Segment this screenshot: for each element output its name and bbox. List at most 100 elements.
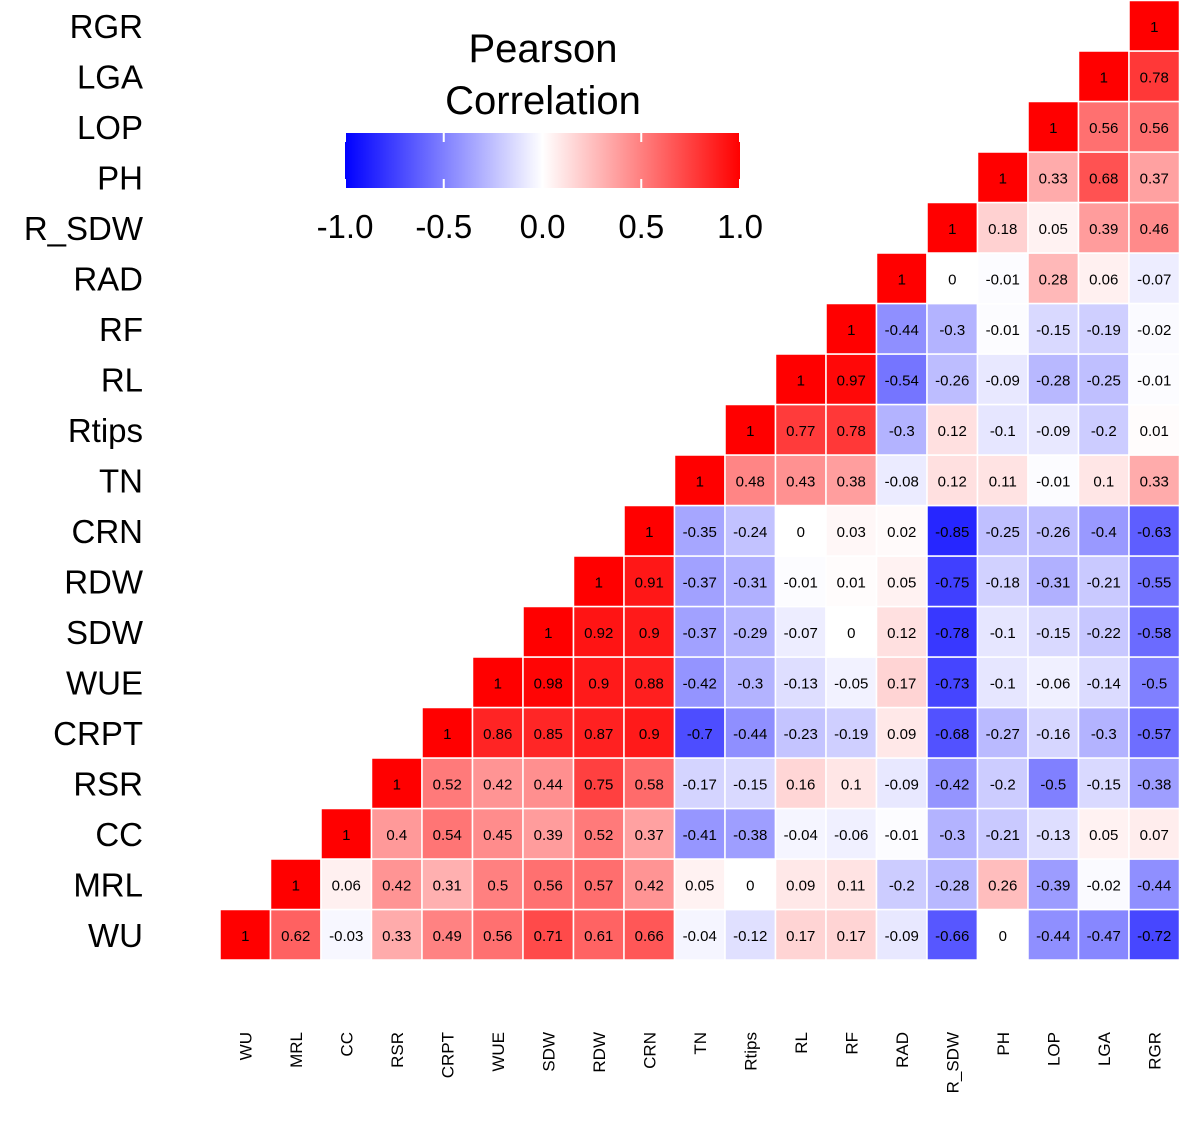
cell-WUE-RL — [774, 656, 827, 709]
cell-label-TN-RAD: -0.08 — [885, 473, 919, 490]
cell-SDW-LGA — [1077, 605, 1130, 658]
cell-label-CC-SDW: 0.39 — [534, 827, 563, 844]
cell-label-MRL-SDW: 0.56 — [534, 877, 563, 894]
cell-WU-MRL — [269, 908, 322, 961]
cell-WU-WUE — [471, 908, 524, 961]
cell-label-CRPT-CRN: 0.9 — [639, 726, 660, 743]
cell-label-WU-RAD: -0.09 — [885, 928, 919, 945]
cell-label-RDW-RL: -0.01 — [784, 574, 818, 591]
cell-label-CC-RSR: 0.4 — [386, 827, 407, 844]
cell-CRPT-Rtips — [724, 706, 777, 759]
y-label-RSR: RSR — [73, 765, 143, 802]
cell-SDW-R_SDW — [926, 605, 979, 658]
cell-label-CRPT-LGA: -0.3 — [1091, 726, 1117, 743]
cell-label-WU-CRPT: 0.49 — [433, 928, 462, 945]
cell-WU-WU — [219, 908, 272, 961]
cell-label-RSR-R_SDW: -0.42 — [935, 776, 969, 793]
cell-WU-RDW — [572, 908, 625, 961]
cell-RSR-LGA — [1077, 757, 1130, 810]
cell-WU-LOP — [1027, 908, 1080, 961]
cell-label-RL-RAD: -0.54 — [885, 372, 919, 389]
cell-PH-RGR — [1128, 151, 1181, 204]
cell-label-RL-RL: 1 — [797, 372, 805, 389]
cell-label-RDW-RDW: 1 — [595, 574, 603, 591]
legend-title-line-1: Pearson — [469, 27, 618, 71]
cell-RL-RF — [825, 353, 878, 406]
legend-tick-label-4: 1.0 — [717, 208, 763, 245]
cell-label-R_SDW-LGA: 0.39 — [1089, 221, 1118, 238]
cell-label-CRPT-WUE: 0.86 — [483, 726, 512, 743]
cell-label-CRN-RAD: 0.02 — [887, 524, 916, 541]
y-label-RAD: RAD — [73, 260, 143, 297]
cell-RF-LGA — [1077, 302, 1130, 355]
cell-Rtips-Rtips — [724, 403, 777, 456]
cell-CRN-PH — [976, 504, 1029, 557]
cell-LGA-RGR — [1128, 50, 1181, 103]
cell-label-MRL-RGR: -0.44 — [1137, 877, 1171, 894]
cell-label-RF-LOP: -0.15 — [1036, 322, 1070, 339]
y-label-RGR: RGR — [70, 8, 143, 45]
cell-WUE-LGA — [1077, 656, 1130, 709]
cell-label-SDW-R_SDW: -0.78 — [935, 625, 969, 642]
cell-label-CC-LOP: -0.13 — [1036, 827, 1070, 844]
cell-MRL-CRPT — [421, 858, 474, 911]
cell-label-WUE-Rtips: -0.3 — [737, 675, 763, 692]
cell-label-R_SDW-R_SDW: 1 — [948, 221, 956, 238]
cell-WUE-RAD — [875, 656, 928, 709]
cell-label-WU-SDW: 0.71 — [534, 928, 563, 945]
cell-label-TN-LGA: 0.1 — [1093, 473, 1114, 490]
cell-label-RSR-RGR: -0.38 — [1137, 776, 1171, 793]
cell-CC-LGA — [1077, 807, 1130, 860]
cell-label-WUE-R_SDW: -0.73 — [935, 675, 969, 692]
legend-title-line-2: Correlation — [445, 79, 641, 123]
cell-label-CC-Rtips: -0.38 — [733, 827, 767, 844]
cell-label-WUE-RL: -0.13 — [784, 675, 818, 692]
cell-label-RF-PH: -0.01 — [986, 322, 1020, 339]
cell-label-WU-PH: 0 — [999, 928, 1007, 945]
cell-label-RAD-PH: -0.01 — [986, 271, 1020, 288]
y-axis-labels: WU MRL CC RSR CRPT WUE SDW RDW CRN TN Rtips RL RF RAD… — [24, 8, 144, 954]
cell-WU-PH — [976, 908, 1029, 961]
cell-label-WU-TN: -0.04 — [683, 928, 717, 945]
cell-label-MRL-R_SDW: -0.28 — [935, 877, 969, 894]
x-label-RDW: RDW — [590, 1032, 609, 1073]
cell-CRPT-RDW — [572, 706, 625, 759]
cell-RAD-PH — [976, 252, 1029, 305]
cell-R_SDW-PH — [976, 201, 1029, 254]
cell-label-Rtips-LGA: -0.2 — [1091, 423, 1117, 440]
cell-CRPT-R_SDW — [926, 706, 979, 759]
cell-label-WUE-RGR: -0.5 — [1141, 675, 1167, 692]
cell-Rtips-RF — [825, 403, 878, 456]
cell-label-SDW-PH: -0.1 — [990, 625, 1016, 642]
cell-label-RL-RF: 0.97 — [837, 372, 866, 389]
cell-MRL-Rtips — [724, 858, 777, 911]
cell-CC-RAD — [875, 807, 928, 860]
cell-label-WU-LOP: -0.44 — [1036, 928, 1070, 945]
cell-label-PH-RGR: 0.37 — [1140, 170, 1169, 187]
cell-CC-R_SDW — [926, 807, 979, 860]
cell-label-RSR-RDW: 0.75 — [584, 776, 613, 793]
cell-Rtips-LGA — [1077, 403, 1130, 456]
cell-SDW-CRN — [623, 605, 676, 658]
cell-Rtips-RGR — [1128, 403, 1181, 456]
cell-label-RSR-RSR: 1 — [393, 776, 401, 793]
cell-RSR-LOP — [1027, 757, 1080, 810]
cell-SDW-RL — [774, 605, 827, 658]
cell-CRN-TN — [673, 504, 726, 557]
cell-label-WU-RDW: 0.61 — [584, 928, 613, 945]
cell-RAD-RGR — [1128, 252, 1181, 305]
cell-MRL-PH — [976, 858, 1029, 911]
cell-WUE-PH — [976, 656, 1029, 709]
cell-label-CRN-Rtips: -0.24 — [733, 524, 767, 541]
cell-CC-TN — [673, 807, 726, 860]
cell-RDW-R_SDW — [926, 555, 979, 608]
cell-label-WU-CRN: 0.66 — [635, 928, 664, 945]
x-label-SDW: SDW — [539, 1032, 558, 1072]
cell-RSR-RGR — [1128, 757, 1181, 810]
cell-label-TN-RL: 0.43 — [786, 473, 815, 490]
cell-label-CC-CC: 1 — [342, 827, 350, 844]
cell-label-CRN-TN: -0.35 — [683, 524, 717, 541]
cell-SDW-TN — [673, 605, 726, 658]
cell-label-CC-CRPT: 0.54 — [433, 827, 462, 844]
